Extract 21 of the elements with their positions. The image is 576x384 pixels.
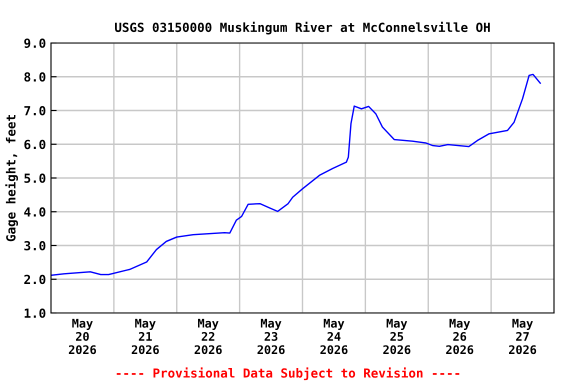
y-tick-label: 5.0 [24, 173, 46, 183]
x-tick-label: May 20 2026 [68, 318, 96, 354]
y-axis-title: Gage height, feet [5, 115, 18, 242]
y-tick-label: 6.0 [24, 140, 46, 150]
y-tick-label: 9.0 [24, 38, 46, 48]
x-tick-label: May 21 2026 [132, 318, 159, 354]
y-tick-label: 4.0 [24, 207, 46, 217]
line-series [51, 74, 541, 276]
x-tick-label: May 23 2026 [258, 318, 285, 354]
chart-title: USGS 03150000 Muskingum River at McConnelsville OH [115, 22, 490, 34]
text: ---- Provisional Data Subject to Revision ---- [116, 367, 460, 380]
x-tick-label: May 25 2026 [383, 318, 410, 354]
x-tick-label: May 27 2026 [509, 318, 536, 354]
y-tick-label: 8.0 [24, 72, 46, 82]
x-tick-label: May 24 2026 [320, 318, 348, 354]
x-tick-label: May 22 2026 [194, 318, 222, 354]
y-tick-label: 2.0 [24, 274, 46, 284]
y-tick-label: 1.0 [24, 308, 46, 318]
y-tick-label: 7.0 [24, 106, 46, 116]
x-tick-label: May 26 2026 [446, 318, 474, 354]
y-tick-label: 3.0 [24, 240, 46, 250]
